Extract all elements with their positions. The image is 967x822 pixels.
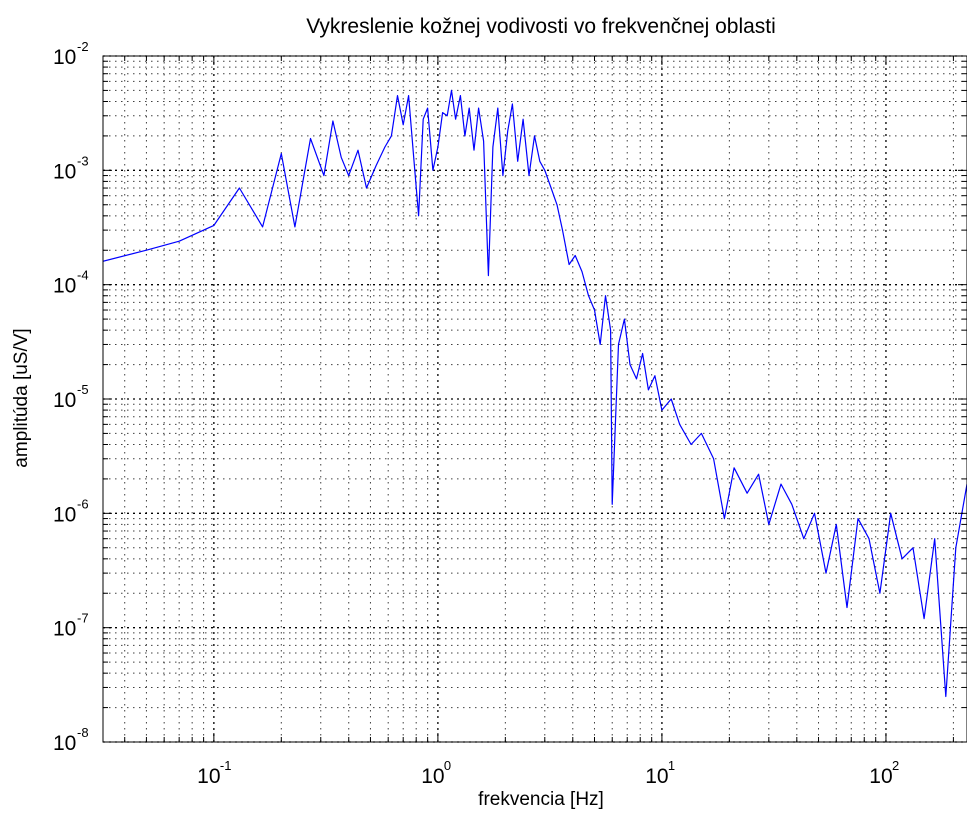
series-line — [103, 89, 967, 698]
y-tick-label-base: 10 — [53, 46, 76, 69]
y-tick-label-exponent: -4 — [77, 268, 89, 283]
chart-title: Vykreslenie kožnej vodivosti vo frekvenč… — [306, 15, 776, 38]
y-axis-label: amplitúda [uS/V] — [11, 328, 32, 467]
x-tick-label-exponent: 1 — [668, 758, 675, 773]
y-tick-label-exponent: -5 — [77, 382, 89, 397]
x-tick-labels: 10 -1 10 0 10 1 10 2 — [197, 758, 899, 788]
y-tick-label: 10 -8 — [53, 725, 89, 755]
x-tick-label: 10 0 — [421, 758, 451, 788]
y-tick-label-base: 10 — [53, 732, 76, 755]
y-tick-label-base: 10 — [53, 503, 76, 526]
y-tick-label-exponent: -7 — [77, 611, 89, 626]
y-tick-label-exponent: -2 — [77, 39, 89, 54]
y-tick-label: 10 -5 — [53, 382, 89, 412]
series-layer — [103, 89, 967, 698]
y-tick-label-base: 10 — [53, 160, 76, 183]
x-tick-label-exponent: 0 — [444, 758, 451, 773]
y-tick-label-exponent: -3 — [77, 153, 89, 168]
y-tick-label: 10 -6 — [53, 496, 89, 526]
y-tick-label-base: 10 — [53, 618, 76, 641]
x-axis-label: frekvencia [Hz] — [478, 789, 604, 810]
y-tick-label-base: 10 — [53, 275, 76, 298]
x-tick-label-exponent: 2 — [892, 758, 899, 773]
axis-ticks — [103, 55, 967, 743]
y-tick-label: 10 -4 — [53, 268, 89, 298]
y-tick-label: 10 -3 — [53, 153, 89, 183]
x-tick-label-base: 10 — [869, 765, 892, 788]
y-tick-label: 10 -2 — [53, 39, 89, 69]
x-tick-label: 10 2 — [869, 758, 899, 788]
x-tick-label-base: 10 — [197, 765, 220, 788]
y-tick-label-exponent: -6 — [77, 496, 89, 511]
y-tick-label-exponent: -8 — [77, 725, 89, 740]
y-tick-labels: 10-210-310-410-510-610-710-8 — [53, 39, 89, 755]
x-tick-label-base: 10 — [645, 765, 668, 788]
y-tick-label-base: 10 — [53, 389, 76, 412]
x-tick-label-exponent: -1 — [220, 758, 232, 773]
x-tick-label: 10 1 — [645, 758, 675, 788]
x-tick-label: 10 -1 — [197, 758, 231, 788]
x-tick-label-base: 10 — [421, 765, 444, 788]
y-tick-label: 10 -7 — [53, 611, 89, 641]
